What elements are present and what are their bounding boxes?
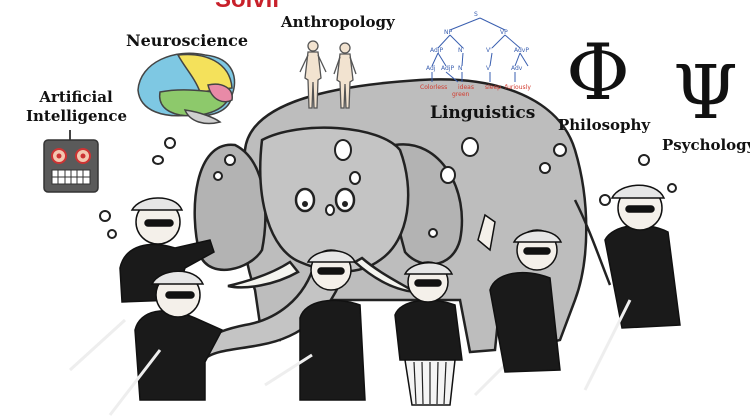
svg-text:green: green	[452, 91, 470, 98]
svg-text:Adj: Adj	[426, 65, 436, 72]
svg-text:AdjP: AdjP	[430, 47, 443, 54]
brain-icon	[137, 52, 236, 125]
blind-man-5	[477, 213, 563, 373]
blind-man-6	[583, 184, 681, 391]
svg-text:V': V'	[486, 47, 492, 54]
svg-text:furiously: furiously	[505, 84, 531, 91]
parse-tree-nodes: S NP VP AdjP N' V' AdvP Adj AdjP N V Adv	[426, 11, 529, 72]
svg-text:S: S	[474, 11, 478, 18]
svg-text:NP: NP	[444, 29, 452, 36]
parse-tree-icon	[431, 17, 529, 83]
linguistics-label: Linguistics	[430, 103, 536, 123]
blind-man-1	[68, 197, 215, 372]
blind-men	[68, 184, 681, 416]
artificial-intelligence-label: Artificial Intelligence	[26, 88, 128, 125]
philosophy-label: Philosophy	[558, 116, 651, 134]
phi-symbol-icon: Φ	[566, 28, 630, 118]
blind-man-4	[394, 261, 522, 406]
psychology-label: Psychology	[662, 136, 750, 154]
thought-bubbles	[99, 137, 677, 239]
svg-text:AdvP: AdvP	[514, 47, 529, 54]
robot-icon	[43, 130, 99, 193]
neuroscience-label: Neuroscience	[126, 31, 249, 50]
anthropology-label: Anthropology	[281, 13, 395, 31]
svg-text:N': N'	[458, 47, 464, 54]
blind-man-2	[108, 270, 224, 416]
parse-tree-words: Colorless green ideas sleep furiously	[420, 84, 531, 98]
svg-text:N: N	[458, 65, 463, 72]
blind-man-3	[264, 249, 366, 401]
svg-text:V: V	[486, 65, 491, 72]
svg-text:AdjP: AdjP	[441, 65, 454, 72]
svg-text:Colorless: Colorless	[420, 84, 447, 91]
svg-text:ideas: ideas	[458, 84, 474, 91]
svg-text:Adv: Adv	[511, 65, 523, 72]
psi-symbol-icon: Ψ	[673, 50, 738, 136]
human-figures-icon	[299, 40, 357, 109]
svg-text:sleep: sleep	[485, 84, 501, 91]
svg-text:VP: VP	[500, 29, 508, 36]
